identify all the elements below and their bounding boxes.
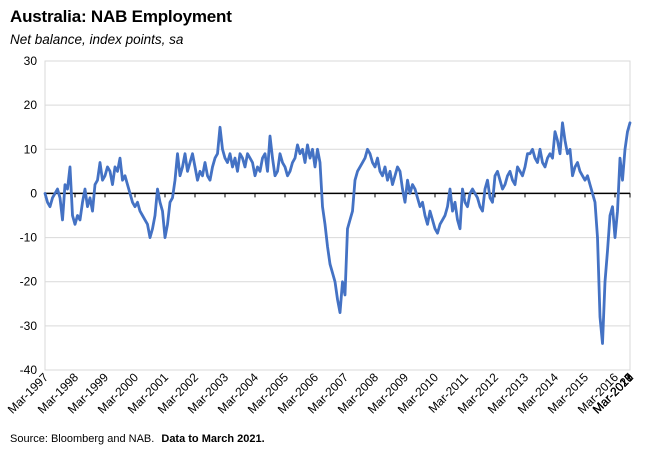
y-tick-labels: -40 -30 -20 -10 0 10 20 30 (20, 54, 38, 377)
axes (44, 60, 631, 371)
x-tick-labels: Mar-1997Mar-1998Mar-1999Mar-2000Mar-2001… (5, 370, 636, 416)
chart-title: Australia: NAB Employment (10, 7, 232, 26)
series-layer (43, 121, 632, 345)
y-tick-label: -30 (20, 319, 38, 333)
series-line-nab-employment (43, 121, 632, 345)
source-text: Source: Bloomberg and NAB. (10, 433, 155, 445)
plot-border (44, 60, 631, 371)
y-tick-label: 20 (24, 98, 38, 112)
y-tick-label: 10 (24, 142, 38, 156)
gridlines (45, 60, 630, 371)
y-tick-label: 30 (24, 54, 38, 68)
source-note: Source: Bloomberg and NAB. Data to March… (10, 433, 265, 445)
y-tick-label: -20 (20, 275, 38, 289)
data-date-note: Data to March 2021. (161, 433, 265, 445)
y-tick-label: 0 (30, 186, 37, 200)
chart-subtitle: Net balance, index points, sa (10, 32, 184, 47)
y-tick-label: -10 (20, 231, 38, 245)
y-tick-label: -40 (20, 363, 38, 377)
